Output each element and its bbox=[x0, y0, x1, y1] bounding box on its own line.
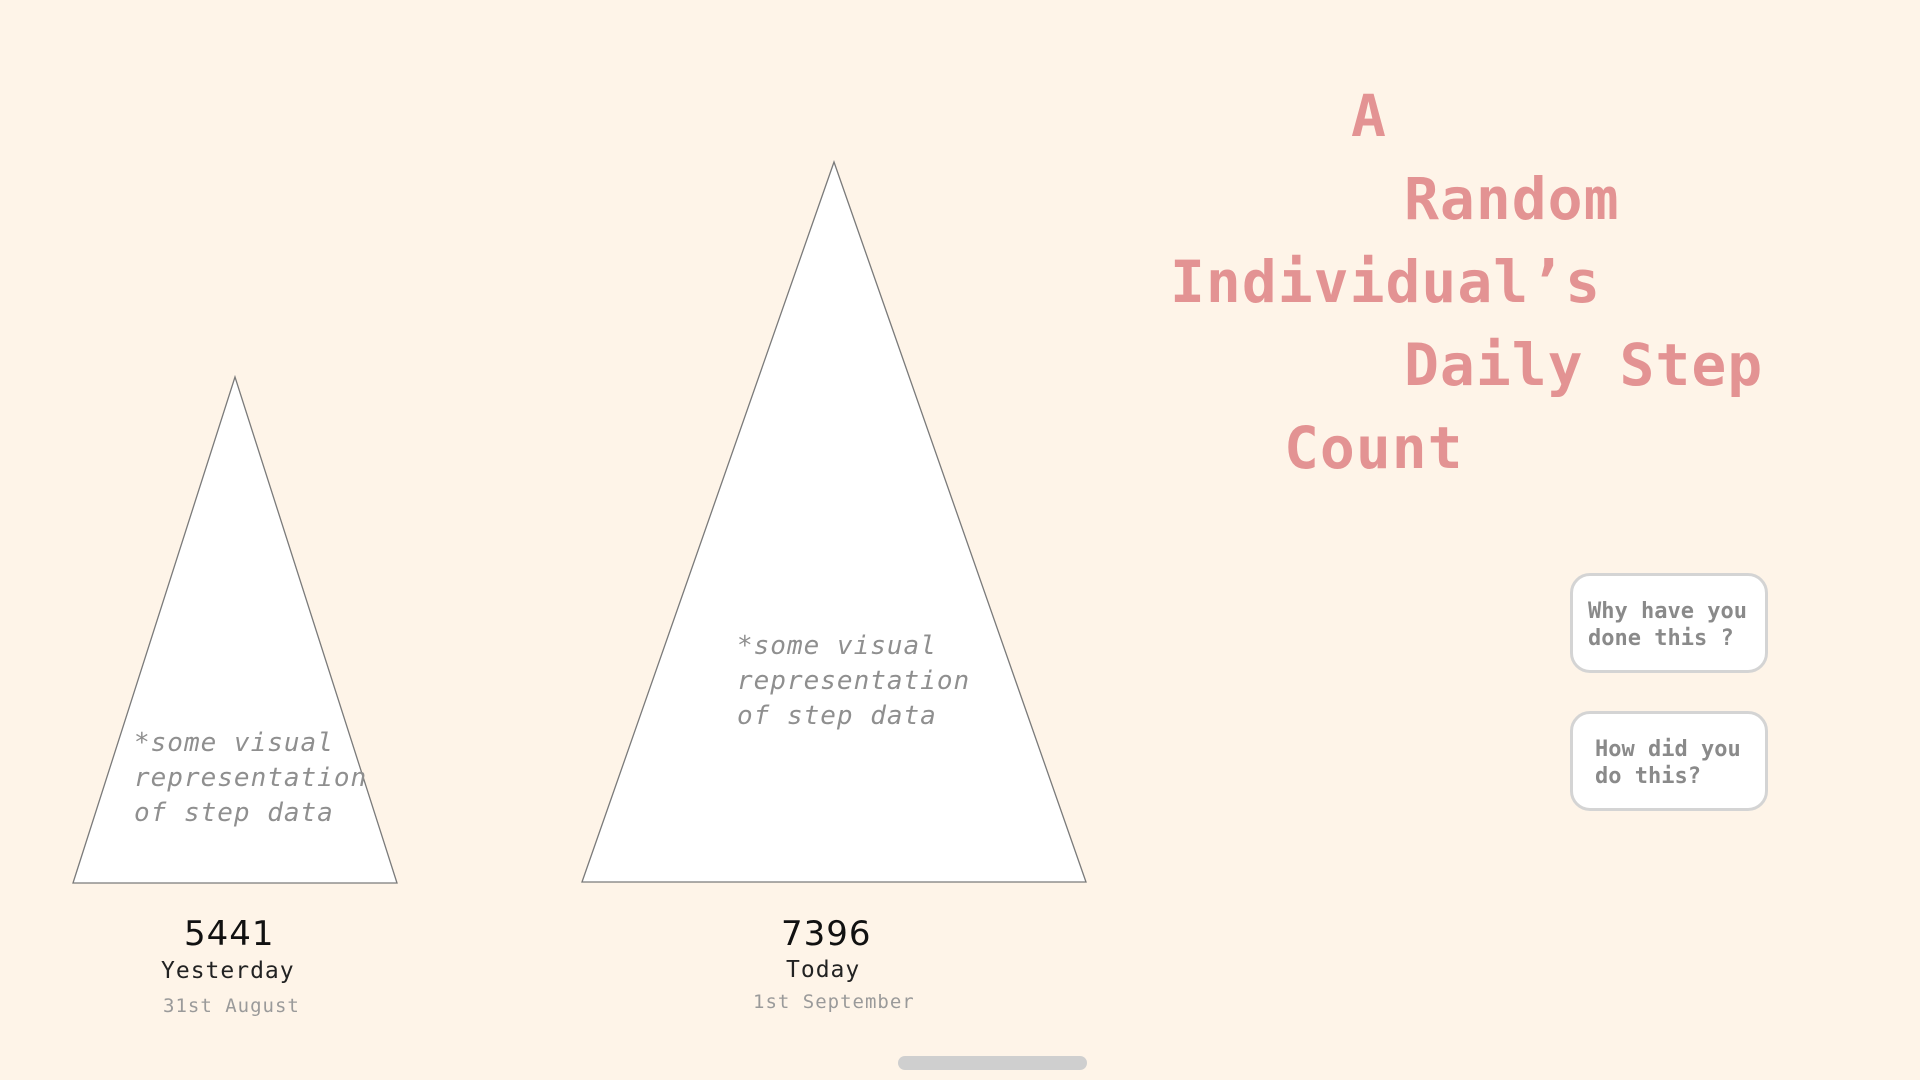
today-step-count: 7396 bbox=[781, 914, 872, 954]
how-did-you-do-this-button[interactable]: How did you do this? bbox=[1570, 711, 1768, 811]
today-day-label: Today bbox=[786, 957, 861, 983]
title-word-individuals: Individual’s bbox=[1170, 248, 1602, 316]
note-line: representation bbox=[134, 763, 368, 793]
button-label-line: How did you bbox=[1595, 737, 1741, 762]
yesterday-step-count: 5441 bbox=[184, 914, 275, 954]
today-step-triangle bbox=[581, 160, 1087, 883]
today-date-label: 1st September bbox=[753, 991, 915, 1013]
yesterday-visual-note: *some visual representation of step data bbox=[134, 726, 367, 831]
today-visual-note: *some visual representation of step data bbox=[737, 629, 970, 734]
note-line: *some visual bbox=[134, 728, 334, 758]
note-line: of step data bbox=[134, 798, 334, 828]
note-line: representation bbox=[737, 666, 971, 696]
title-word-a: A bbox=[1351, 82, 1387, 150]
home-indicator[interactable] bbox=[898, 1056, 1087, 1070]
title-word-random: Random bbox=[1404, 165, 1620, 233]
title-word-daily-step: Daily Step bbox=[1404, 331, 1764, 399]
note-line: *some visual bbox=[737, 631, 937, 661]
yesterday-day-label: Yesterday bbox=[161, 958, 295, 984]
button-label-line: Why have you bbox=[1588, 599, 1747, 624]
button-label-line: done this ? bbox=[1588, 626, 1734, 651]
button-label-line: do this? bbox=[1595, 764, 1701, 789]
why-have-you-done-this-button[interactable]: Why have you done this ? bbox=[1570, 573, 1768, 673]
yesterday-date-label: 31st August bbox=[163, 995, 300, 1017]
yesterday-step-triangle bbox=[72, 374, 398, 884]
title-word-count: Count bbox=[1284, 414, 1464, 482]
note-line: of step data bbox=[737, 701, 937, 731]
